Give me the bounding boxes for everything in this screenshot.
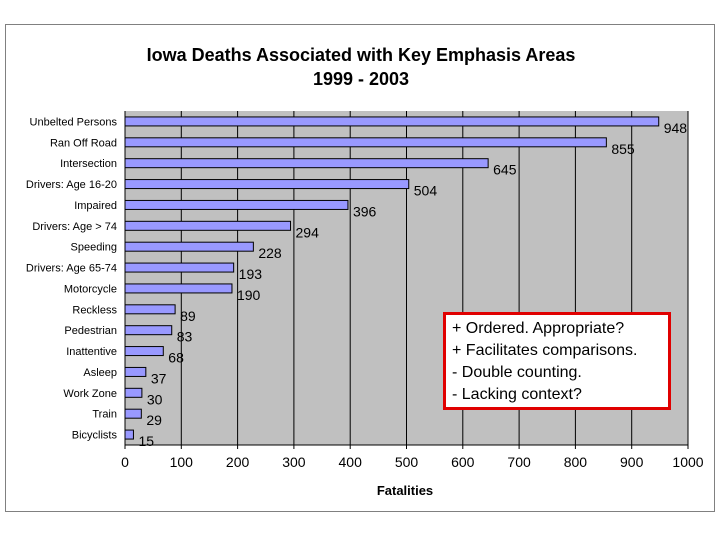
bar xyxy=(124,220,292,231)
x-tick-label: 900 xyxy=(620,454,644,470)
category-label: Pedestrian xyxy=(64,325,117,337)
bar xyxy=(124,429,134,440)
bar xyxy=(124,304,176,315)
category-label: Speeding xyxy=(71,242,118,254)
category-label: Unbelted Persons xyxy=(30,116,118,128)
bar xyxy=(124,179,410,190)
annotation-line: + Facilitates comparisons. xyxy=(452,342,638,359)
data-label: 228 xyxy=(258,245,282,261)
x-axis-title: Fatalities xyxy=(377,483,433,498)
data-label: 948 xyxy=(664,120,688,136)
category-label: Drivers: Age 65-74 xyxy=(26,263,117,275)
x-tick-label: 100 xyxy=(170,454,194,470)
bar xyxy=(124,283,233,294)
category-label: Impaired xyxy=(74,200,117,212)
x-tick-label: 200 xyxy=(226,454,250,470)
chart-subtitle: 1999 - 2003 xyxy=(313,69,409,89)
bar xyxy=(124,408,142,419)
x-tick-label: 400 xyxy=(339,454,363,470)
category-label: Inattentive xyxy=(66,346,117,358)
data-label: 504 xyxy=(414,183,438,199)
category-label: Ran Off Road xyxy=(50,137,117,149)
category-label: Intersection xyxy=(60,158,117,170)
x-tick-label: 0 xyxy=(121,454,129,470)
x-tick-label: 1000 xyxy=(672,454,703,470)
bar xyxy=(124,262,235,273)
x-tick-label: 800 xyxy=(564,454,588,470)
data-label: 29 xyxy=(146,412,162,428)
bar xyxy=(124,199,349,210)
data-label: 68 xyxy=(168,350,184,366)
bar xyxy=(124,116,660,127)
category-label: Train xyxy=(92,409,117,421)
annotation-box: + Ordered. Appropriate? + Facilitates co… xyxy=(443,312,671,410)
x-tick-label: 600 xyxy=(451,454,475,470)
x-tick-label: 500 xyxy=(395,454,419,470)
category-label: Drivers: Age > 74 xyxy=(32,221,117,233)
bar xyxy=(124,325,173,336)
data-label: 396 xyxy=(353,203,377,219)
category-label: Drivers: Age 16-20 xyxy=(26,179,117,191)
data-label: 30 xyxy=(147,391,163,407)
data-label: 645 xyxy=(493,162,517,178)
category-label: Asleep xyxy=(83,367,117,379)
bar xyxy=(124,241,254,252)
x-tick-label: 300 xyxy=(282,454,306,470)
annotation-line: + Ordered. Appropriate? xyxy=(452,320,625,337)
x-tick-label: 700 xyxy=(507,454,531,470)
data-label: 89 xyxy=(180,308,196,324)
category-label: Reckless xyxy=(72,304,117,316)
data-label: 855 xyxy=(611,141,635,157)
chart-frame: Iowa Deaths Associated with Key Emphasis… xyxy=(5,24,715,512)
data-label: 15 xyxy=(138,433,154,449)
data-label: 294 xyxy=(296,224,320,240)
category-label: Motorcycle xyxy=(64,283,117,295)
bar xyxy=(124,137,607,148)
bar xyxy=(124,366,147,377)
annotation-line: - Lacking context? xyxy=(452,386,582,403)
category-label: Bicyclists xyxy=(72,430,118,442)
data-label: 37 xyxy=(151,370,167,386)
data-label: 190 xyxy=(237,287,261,303)
data-label: 193 xyxy=(239,266,263,282)
data-label: 83 xyxy=(177,329,193,345)
bar xyxy=(124,158,489,169)
category-label: Work Zone xyxy=(63,388,117,400)
bar xyxy=(124,387,143,398)
annotation-line: - Double counting. xyxy=(452,364,582,381)
bar-chart: Iowa Deaths Associated with Key Emphasis… xyxy=(26,45,704,498)
chart-title: Iowa Deaths Associated with Key Emphasis… xyxy=(147,45,576,65)
bar xyxy=(124,346,164,357)
